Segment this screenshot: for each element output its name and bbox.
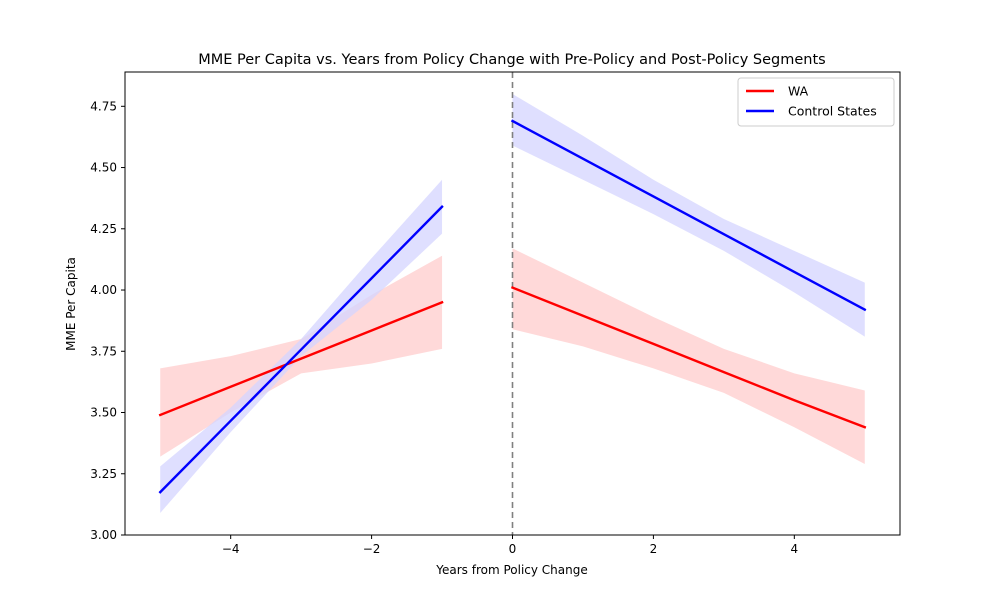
x-tick-label: 4	[790, 542, 798, 556]
confidence-band-wa-post-policy	[512, 248, 865, 464]
y-tick-label: 3.00	[90, 528, 117, 542]
legend-box	[737, 77, 895, 127]
x-tick-label: 2	[650, 542, 658, 556]
y-tick-label: 4.50	[90, 161, 117, 175]
x-tick-label: −4	[222, 542, 240, 556]
series-line-wa-post-policy	[510, 286, 867, 429]
x-axis-label: Years from Policy Change	[435, 563, 588, 577]
series-line-control-post-policy	[510, 119, 867, 312]
chart-title: MME Per Capita vs. Years from Policy Cha…	[198, 52, 826, 68]
x-tick-label: 0	[509, 542, 517, 556]
series-lines	[158, 119, 867, 494]
y-tick-label: 4.25	[90, 222, 117, 236]
y-tick-label: 3.50	[90, 406, 117, 420]
x-tick-label: −2	[363, 542, 381, 556]
y-axis-label: MME Per Capita	[64, 257, 78, 351]
confidence-band-control-pre-policy	[160, 179, 443, 513]
legend-label-control: Control States	[788, 104, 877, 119]
y-tick-label: 4.75	[90, 99, 117, 113]
series-line-wa-pre-policy	[158, 300, 444, 417]
legend: WA Control States	[737, 77, 895, 127]
axes: −4 −2 0 2 4 3.00 3.25 3.50 3.75 4.00 4.25 4.50 4.75	[90, 71, 901, 556]
y-tick-label: 3.25	[90, 467, 117, 481]
y-tick-label: 3.75	[90, 344, 117, 358]
legend-label-wa: WA	[788, 84, 809, 99]
y-tick-label: 4.00	[90, 283, 117, 297]
series-line-control-pre-policy	[158, 205, 444, 494]
